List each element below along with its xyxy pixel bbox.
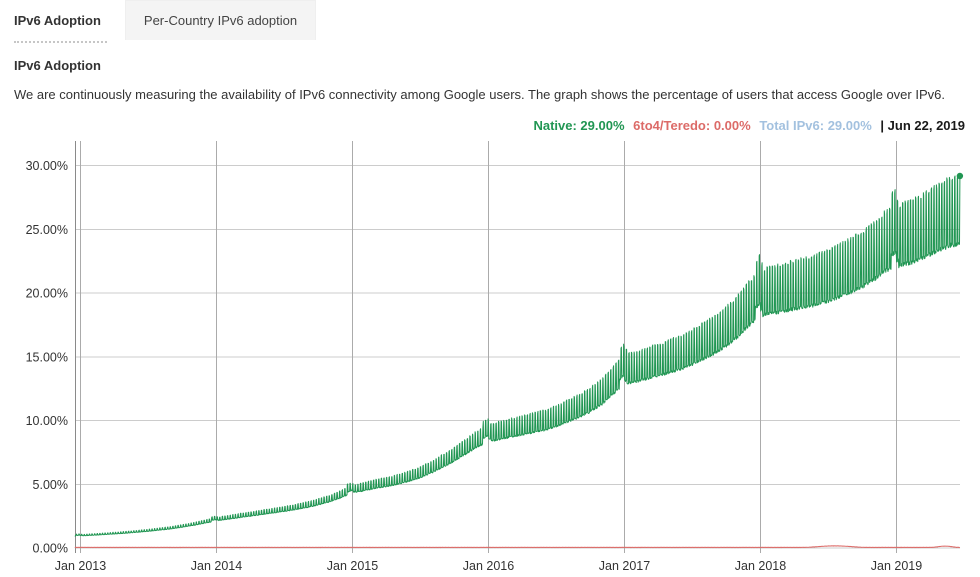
x-tick-label: Jan 2017 <box>599 559 650 573</box>
legend-total-value: Total IPv6: 29.00% <box>759 118 872 133</box>
x-tick-label: Jan 2014 <box>191 559 242 573</box>
page-title: IPv6 Adoption <box>14 58 101 73</box>
description-text: We are continuously measuring the availa… <box>14 87 945 102</box>
y-tick-label: 5.00% <box>33 478 68 492</box>
x-tick-label: Jan 2018 <box>735 559 786 573</box>
legend-teredo-value: 6to4/Teredo: 0.00% <box>633 118 751 133</box>
legend-native-value: Native: 29.00% <box>533 118 625 133</box>
y-tick-label: 0.00% <box>33 542 68 556</box>
tab-per-country-ipv6-adoption[interactable]: Per-Country IPv6 adoption <box>124 0 317 40</box>
ipv6-adoption-chart[interactable]: 0.00% 5.00% 10.00% 15.00% 20.00% 25.00% 30.00%… <box>0 139 980 577</box>
y-tick-label: 30.00% <box>26 159 68 173</box>
series-end-marker <box>956 172 964 180</box>
y-tick-label: 10.00% <box>26 414 68 428</box>
chart-svg: 0.00% 5.00% 10.00% 15.00% 20.00% 25.00% 30.00%… <box>26 141 964 573</box>
tab-ipv6-adoption-label: IPv6 Adoption <box>14 12 101 28</box>
teredo-series-path <box>74 545 961 549</box>
active-tab-dotted-underline <box>14 40 107 43</box>
x-tick-label: Jan 2016 <box>463 559 514 573</box>
y-tick-label: 15.00% <box>26 350 68 364</box>
tab-per-country-label: Per-Country IPv6 adoption <box>143 13 298 28</box>
chart-legend: Native: 29.00% 6to4/Teredo: 0.00% Total … <box>0 118 965 133</box>
tab-bar: IPv6 Adoption Per-Country IPv6 adoption <box>0 0 980 40</box>
native-series-path <box>74 175 961 537</box>
x-tick-label: Jan 2015 <box>327 559 378 573</box>
tab-ipv6-adoption[interactable]: IPv6 Adoption <box>0 0 125 40</box>
y-tick-label: 25.00% <box>26 223 68 237</box>
y-tick-label: 20.00% <box>26 287 68 301</box>
legend-date: | Jun 22, 2019 <box>880 118 965 133</box>
x-tick-label: Jan 2019 <box>871 559 922 573</box>
x-tick-label: Jan 2013 <box>55 559 106 573</box>
